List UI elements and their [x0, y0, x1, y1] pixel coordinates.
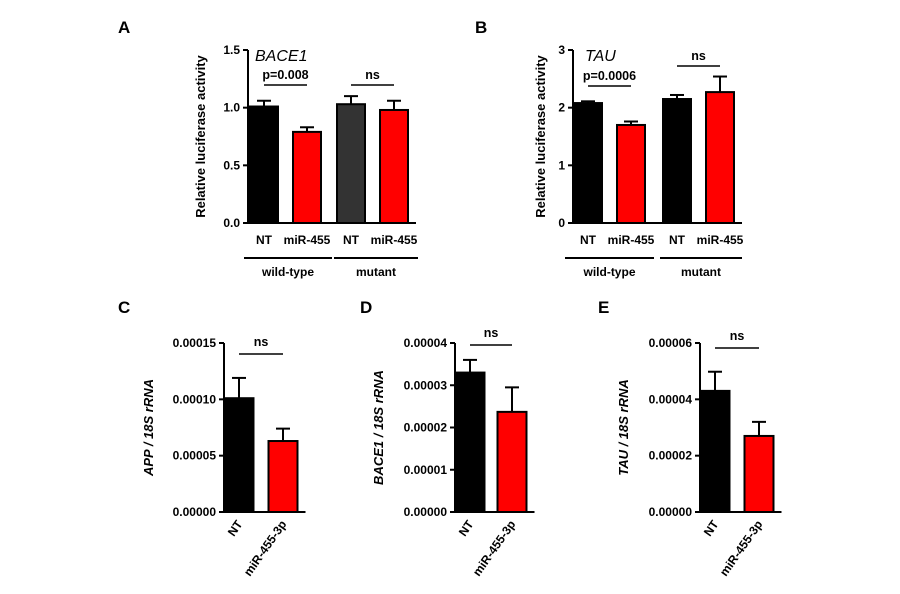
bar: [573, 102, 603, 224]
category-label: miR-455-3p: [241, 518, 290, 579]
bar: [496, 410, 528, 513]
y-tick-label: 0: [558, 216, 565, 230]
chart-panel-d: D BACE1 / 18S rRNA 0.00000 0.00001 0.00002 0.…: [360, 298, 535, 579]
significance-label: ns: [254, 335, 269, 349]
y-tick-label: 0.00000: [649, 505, 693, 519]
y-tick-label: 1.5: [223, 43, 240, 57]
y-tick-label: 0.00000: [404, 505, 448, 519]
y-axis-label: APP / 18S rRNA: [141, 379, 156, 477]
y-tick-label: 0.00000: [173, 505, 217, 519]
panel-letter: C: [118, 298, 130, 317]
category-label: miR-455: [608, 233, 655, 247]
group-label: wild-type: [261, 265, 314, 279]
y-axis-label: Relative luciferase activity: [193, 54, 208, 217]
significance-label: ns: [484, 326, 499, 340]
category-label: NT: [456, 517, 477, 539]
y-tick-label: 3: [558, 43, 565, 57]
y-tick-label: 0.00004: [649, 392, 693, 406]
y-axis-label: TAU / 18S rRNA: [616, 379, 631, 476]
category-label: NT: [701, 517, 722, 539]
panel-letter: E: [598, 298, 609, 317]
category-label: miR-455: [697, 233, 744, 247]
bar: [454, 371, 486, 514]
y-tick-label: 1.0: [223, 101, 240, 115]
significance-label: ns: [365, 68, 380, 82]
y-tick-label: 0.0: [223, 216, 240, 230]
bar: [292, 130, 322, 225]
bar: [743, 434, 775, 514]
bar: [249, 105, 279, 224]
category-label: miR-455-3p: [470, 518, 519, 579]
category-label: NT: [669, 233, 686, 247]
chart-panel-c: C APP / 18S rRNA 0.00000 0.00005 0.00010 0.00…: [118, 298, 306, 579]
y-tick-label: 0.00002: [404, 421, 448, 435]
y-tick-label: 1: [558, 158, 565, 172]
y-tick-label: 0.00002: [649, 449, 693, 463]
y-tick-label: 0.00015: [173, 336, 217, 350]
group-label: mutant: [681, 265, 721, 279]
category-label: NT: [343, 233, 360, 247]
category-label: NT: [580, 233, 597, 247]
y-axis-label: BACE1 / 18S rRNA: [371, 370, 386, 485]
bar: [699, 389, 731, 513]
chart-title: TAU: [585, 48, 616, 65]
panel-letter: A: [118, 18, 130, 37]
group-label: mutant: [356, 265, 396, 279]
y-tick-label: 0.00006: [649, 336, 693, 350]
y-tick-label: 0.00005: [173, 449, 217, 463]
y-tick-label: 2: [558, 101, 565, 115]
panel-letter: B: [475, 18, 487, 37]
bar: [379, 108, 409, 224]
category-label: NT: [225, 517, 246, 539]
chart-panel-b: B TAU Relative luciferase activity 0 1 2 3 NT mi…: [475, 18, 744, 279]
category-label: NT: [256, 233, 273, 247]
significance-label: ns: [691, 49, 706, 63]
y-tick-label: 0.00003: [404, 378, 448, 392]
y-tick-label: 0.00004: [404, 336, 448, 350]
chart-title: BACE1: [255, 48, 307, 65]
category-label: miR-455: [371, 233, 418, 247]
group-label: wild-type: [582, 265, 635, 279]
bar: [616, 123, 646, 224]
significance-label: p=0.008: [262, 68, 308, 82]
category-label: miR-455: [284, 233, 331, 247]
y-tick-label: 0.00010: [173, 392, 217, 406]
y-tick-label: 0.00001: [404, 463, 448, 477]
bar: [662, 98, 692, 224]
chart-panel-a: A BACE1 Relative luciferase activity 0.0 0.5…: [118, 18, 418, 279]
bar: [705, 91, 735, 224]
significance-label: ns: [730, 329, 745, 343]
chart-panel-e: E TAU / 18S rRNA 0.00000 0.00002 0.00004 0.00…: [598, 298, 782, 579]
y-tick-label: 0.5: [223, 158, 240, 172]
category-label: miR-455-3p: [717, 518, 766, 579]
panel-letter: D: [360, 298, 372, 317]
bar: [267, 440, 299, 513]
y-axis-label: Relative luciferase activity: [533, 54, 548, 217]
bar: [223, 397, 255, 513]
bar: [336, 103, 366, 224]
significance-label: p=0.0006: [583, 69, 636, 83]
